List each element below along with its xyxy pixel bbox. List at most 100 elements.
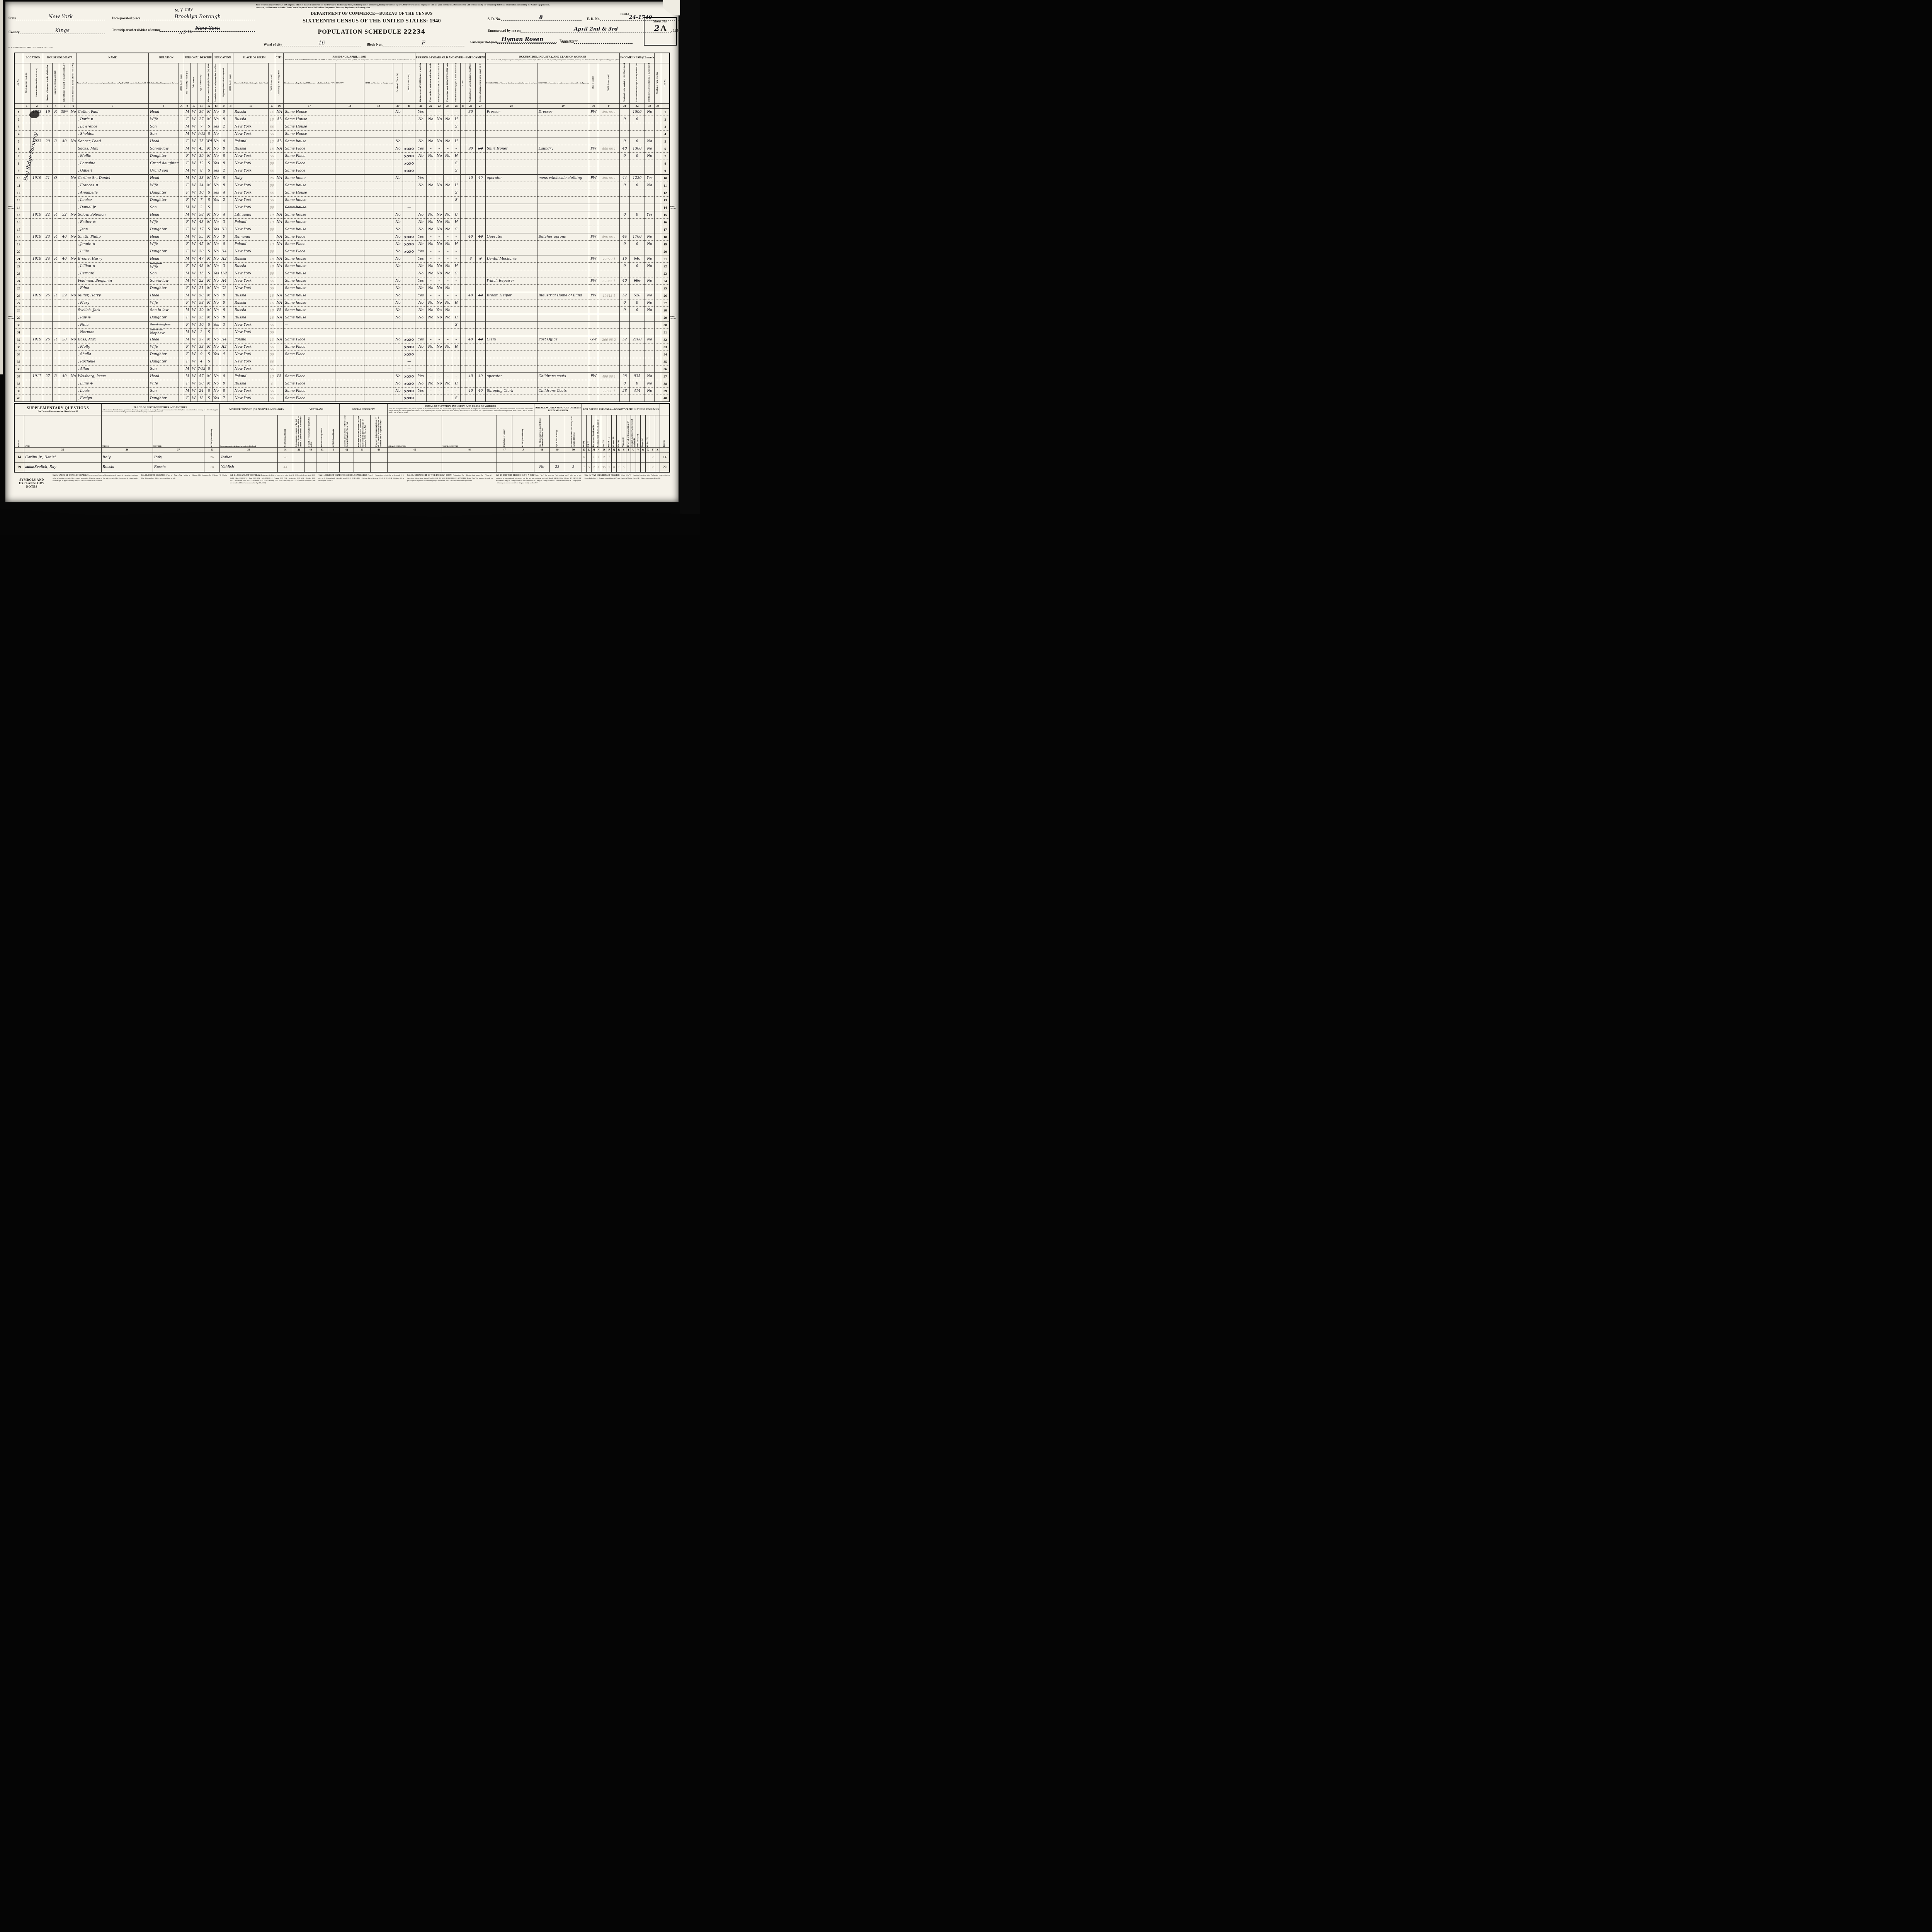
cell-occ (485, 314, 537, 321)
cell-sch: No (212, 182, 220, 189)
col-num-nm: 35 (24, 447, 102, 452)
cell-w22: No (426, 226, 435, 233)
cell-occ: Broom Helper (485, 292, 537, 299)
cell-ten (52, 160, 59, 167)
cell-w25: – (452, 277, 461, 284)
cell-sex: M (184, 233, 191, 240)
cell-cB (228, 395, 233, 402)
cell-w25 (452, 350, 461, 358)
cell-cE (460, 196, 466, 204)
cell-ind (537, 196, 589, 204)
cell-name: Sencer, Pearl (76, 138, 149, 145)
cell-cF: 22606 1 (598, 387, 620, 395)
col-num-w21: 21 (415, 103, 427, 109)
cell-sta (364, 196, 393, 204)
col-sub-w22: If not, was he at work on, or assigned t… (426, 63, 435, 104)
cell-res (283, 358, 336, 365)
cell-w23 (435, 358, 444, 365)
cell-cty (335, 218, 365, 226)
col-num-U: U (631, 447, 636, 452)
col-sub-name: Name of each person whose usual place of… (76, 63, 149, 104)
cell-age: 37 (197, 336, 206, 343)
cell-cty (335, 189, 365, 196)
cell-w24: – (443, 292, 452, 299)
cell-cB (228, 218, 233, 226)
cell-wag (629, 321, 645, 328)
cell-w21: No (415, 211, 427, 218)
cell-res: Same house (283, 182, 336, 189)
cell-w24 (443, 196, 452, 204)
cell-grd: 2 (219, 167, 228, 174)
cell-cC: 56 (268, 123, 276, 130)
cell-f35 (393, 152, 403, 160)
cell-w25: H (452, 152, 461, 160)
cell-oi (644, 160, 655, 167)
group-header: PLACE OF BIRTH OF FATHER AND MOTHER If bo… (101, 403, 220, 415)
cell-cls (588, 270, 599, 277)
cell-w22: No (426, 284, 435, 292)
suppl-cell-L (586, 452, 592, 463)
cell-name: , Allan (76, 365, 149, 372)
col-sub-race: Color or race (190, 63, 197, 104)
cell-hrs (465, 343, 476, 350)
cell-sex: F (184, 343, 191, 350)
cell-cD: — (403, 365, 416, 372)
cell-bp: New York (233, 395, 269, 402)
cell-cit (275, 328, 284, 336)
cell-race: W (190, 240, 197, 248)
cell-cA (179, 284, 184, 292)
census-row-21: 21 1919 24 R 40 No Brodie, Harry Head M W 47 M No H2 R… (14, 255, 670, 262)
cell-wks (619, 218, 630, 226)
cell-dur (475, 314, 486, 321)
cell-cC (268, 233, 276, 240)
cell-grd: 3 (219, 321, 228, 328)
cell-oi: No (644, 299, 655, 306)
cell-fs (654, 226, 662, 233)
cell-w21: Yes (415, 336, 427, 343)
block-label: Block Nos. (367, 43, 383, 46)
cell-hrs: 8 (465, 255, 476, 262)
cell-sch: No (212, 277, 220, 284)
cell-cls (588, 299, 599, 306)
cell-ten (52, 167, 59, 174)
cell-cE (460, 292, 466, 299)
cell-farm (70, 395, 77, 402)
cell-farm: No (70, 336, 77, 343)
cell-cit: AL (275, 138, 284, 145)
cell-ten: R (52, 211, 59, 218)
cell-visit (43, 270, 53, 277)
cell-dur (475, 138, 486, 145)
cell-cls (588, 328, 599, 336)
col-num-wag: 32 (629, 103, 645, 109)
cell-sex: F (184, 314, 191, 321)
cell-cls: PW (588, 174, 599, 182)
cell-grd: 2 (219, 196, 228, 204)
cell-w21: Yes (415, 277, 427, 284)
suppl-cell-U (631, 462, 636, 473)
cell-visit (43, 182, 53, 189)
cell-fs (654, 182, 662, 189)
suppl-cell-Q: 8 (611, 462, 617, 473)
cell-cC: 18 (268, 262, 276, 270)
cell-f35 (393, 189, 403, 196)
suppl-cell-vI (328, 462, 340, 473)
suppl-cell-s42 (339, 452, 354, 463)
cell-house (30, 145, 44, 152)
cell-occ: operator (485, 174, 537, 182)
col-num-c50: 50 (565, 447, 582, 452)
cell-mar: M (205, 292, 213, 299)
cell-race: W (190, 262, 197, 270)
cell-sta (364, 167, 393, 174)
cell-farm (70, 116, 77, 123)
cell-cC: 18 (268, 314, 276, 321)
cell-w23: No (435, 116, 444, 123)
cell-race: W (190, 321, 197, 328)
suppl-cell-K: 0 (581, 452, 587, 463)
cell-wks (619, 358, 630, 365)
cell-bp: Russia (233, 116, 269, 123)
cell-farm (70, 380, 77, 387)
cell-house (30, 167, 44, 174)
cell-rel: Son (148, 204, 179, 211)
cell-val (58, 306, 70, 314)
cell-cF (598, 270, 620, 277)
